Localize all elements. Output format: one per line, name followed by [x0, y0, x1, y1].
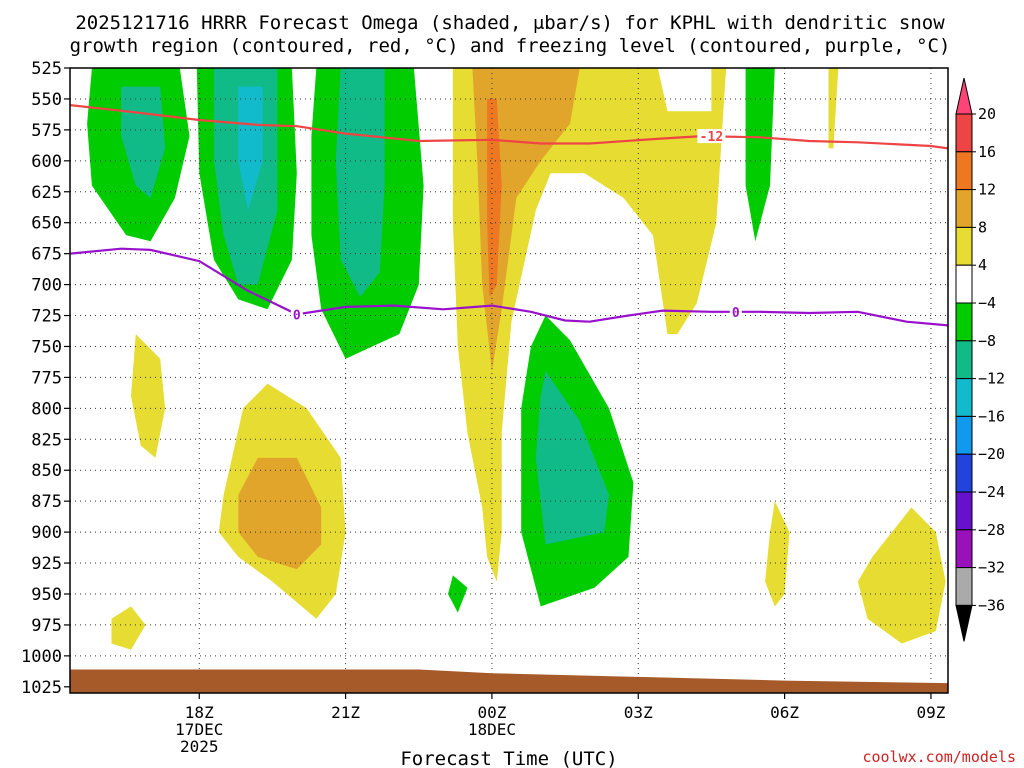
colorbar-label: −4	[978, 294, 996, 312]
colorbar: 20 16 12 8 4 −4 −8 −12 −16 −20 −24 −28 −32 −36	[955, 77, 1005, 642]
dendritic-contour-label: -12	[700, 130, 723, 145]
colorbar-label: 16	[978, 143, 996, 161]
y-tick-label: 925	[31, 554, 62, 574]
x-tick-label: 17DEC	[175, 720, 223, 739]
x-tick-label: 03Z	[624, 703, 653, 722]
freezing-level-contour-label: 0	[732, 306, 740, 321]
colorbar-label: −24	[978, 483, 1005, 501]
chart-title-line-2: growth region (contoured, red, °C) and f…	[70, 35, 951, 57]
colorbar-label: 12	[978, 181, 996, 199]
chart-title-line-1: 2025121716 HRRR Forecast Omega (shaded, …	[75, 12, 945, 34]
x-tick-label: 21Z	[331, 703, 360, 722]
omega-region	[335, 68, 385, 297]
colorbar-segment	[955, 226, 973, 266]
colorbar-label: −16	[978, 407, 1005, 425]
dendritic-contour-label-bg	[697, 129, 726, 144]
colorbar-segment	[955, 415, 973, 455]
y-tick-label: 625	[31, 183, 62, 203]
colorbar-label: 8	[978, 218, 987, 236]
colorbar-segment	[955, 491, 973, 531]
x-tick-label: 00Z	[477, 703, 506, 722]
colorbar-segment	[955, 264, 973, 304]
y-tick-label: 1000	[21, 647, 62, 667]
colorbar-label: −36	[978, 596, 1005, 614]
colorbar-segment	[955, 453, 973, 493]
y-tick-label: 875	[31, 492, 62, 512]
omega-region	[111, 606, 146, 650]
colorbar-label: −32	[978, 559, 1005, 577]
y-tick-label: 600	[31, 152, 62, 172]
omega-region	[745, 68, 775, 242]
omega-region	[857, 507, 946, 644]
colorbar-bottom-arrow	[955, 604, 973, 642]
omega-shading	[87, 68, 946, 650]
colorbar-segment	[955, 567, 973, 606]
x-tick-label: 09Z	[916, 703, 945, 722]
colorbar-segment	[955, 113, 973, 153]
colorbar-segment	[955, 529, 973, 569]
y-tick-label: 575	[31, 121, 62, 141]
y-tick-label: 675	[31, 245, 62, 265]
y-tick-label: 900	[31, 523, 62, 543]
y-tick-label: 950	[31, 585, 62, 605]
freezing-level-contour-label: 0	[293, 308, 301, 323]
omega-region	[487, 98, 502, 298]
y-tick-label: 525	[31, 59, 62, 79]
y-tick-label: 725	[31, 307, 62, 327]
omega-region	[765, 501, 790, 607]
x-tick-label: 06Z	[770, 703, 799, 722]
y-tick-label: 800	[31, 399, 62, 419]
colorbar-label: −20	[978, 445, 1005, 463]
colorbar-top-arrow	[955, 77, 973, 115]
y-tick-label: 850	[31, 461, 62, 481]
y-tick-label: 750	[31, 337, 62, 357]
chart-title: 2025121716 HRRR Forecast Omega (shaded, …	[70, 12, 951, 57]
terrain-layer	[70, 669, 948, 693]
contour-layer: -12 0 0	[70, 104, 948, 327]
colorbar-label: −28	[978, 521, 1005, 539]
y-tick-label: 700	[31, 276, 62, 296]
colorbar-label: −8	[978, 332, 996, 350]
y-tick-label: 775	[31, 368, 62, 388]
colorbar-segment	[955, 378, 973, 417]
omega-region	[448, 575, 468, 613]
freezing-level-contour-label-bg	[290, 307, 303, 322]
omega-region	[131, 334, 166, 458]
plot-area: -12 0 0	[70, 68, 948, 693]
y-tick-label: 650	[31, 214, 62, 234]
dendritic-contour-line	[70, 104, 948, 150]
gridlines	[70, 68, 948, 693]
y-tick-label: 825	[31, 430, 62, 450]
colorbar-segment	[955, 340, 973, 380]
y-tick-label: 975	[31, 616, 62, 636]
colorbar-label: −12	[978, 370, 1005, 388]
omega-region	[452, 68, 727, 582]
colorbar-label: 20	[978, 105, 996, 123]
x-tick-label: 18DEC	[468, 720, 516, 739]
colorbar-segment	[955, 189, 973, 228]
freezing-level-contour-line	[70, 247, 948, 327]
credit-text: coolwx.com/models	[862, 748, 1016, 766]
x-tick-label: 18Z	[185, 703, 214, 722]
freezing-level-contour-label-bg	[729, 304, 742, 319]
y-axis: 525 550 575 600 625 650 675 700 725 750 775 800 825 8…	[21, 59, 70, 698]
y-tick-label: 550	[31, 90, 62, 110]
omega-region	[238, 86, 263, 211]
terrain-fill	[70, 669, 948, 693]
x-axis-label: Forecast Time (UTC)	[400, 748, 617, 768]
plot-frame	[69, 67, 949, 694]
colorbar-segment	[955, 151, 973, 191]
omega-region	[828, 68, 839, 149]
omega-region	[238, 457, 322, 570]
colorbar-label: 4	[978, 256, 987, 274]
y-tick-label: 1025	[21, 678, 62, 698]
colorbar-segment	[955, 302, 973, 342]
x-tick-label: 2025	[180, 737, 219, 756]
